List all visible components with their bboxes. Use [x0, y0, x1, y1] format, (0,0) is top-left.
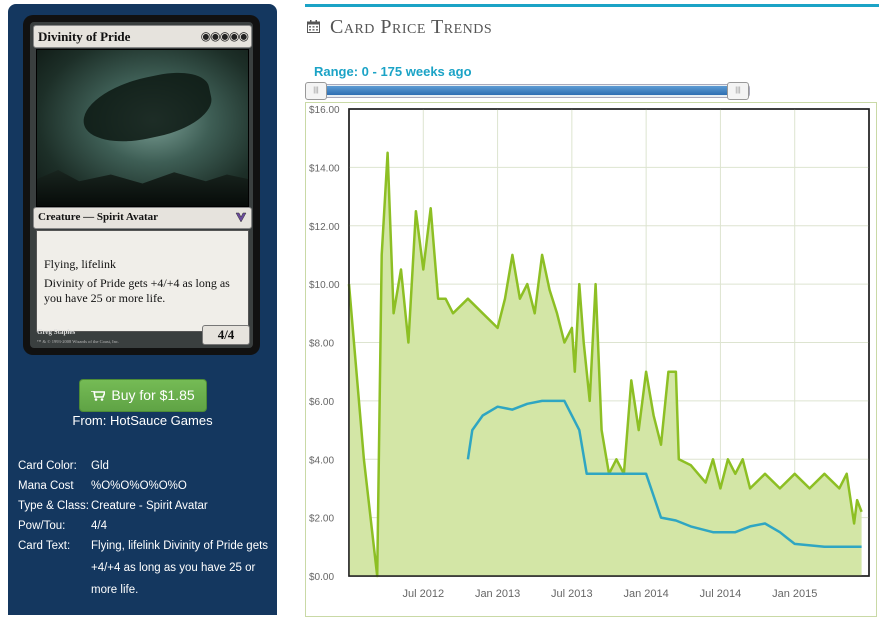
range-slider[interactable]: ||| ||| — [305, 82, 750, 100]
card-artist: Greg Staples — [37, 328, 76, 336]
card-image[interactable]: Divinity of Pride ◉◉◉◉◉ Creature — Spiri… — [23, 15, 260, 355]
card-panel: Divinity of Pride ◉◉◉◉◉ Creature — Spiri… — [8, 4, 277, 615]
card-art — [36, 49, 249, 207]
card-text-box: Flying, lifelink Divinity of Pride gets … — [36, 230, 249, 332]
tree-silhouette — [37, 170, 248, 206]
slider-handle-left[interactable]: ||| — [305, 82, 327, 100]
series-line-0 — [347, 151, 863, 578]
card-text-keywords: Flying, lifelink — [44, 257, 116, 271]
detail-value: Creature - Spirit Avatar — [91, 500, 208, 512]
detail-key: Card Color: — [18, 460, 77, 472]
y-tick-label: $14.00 — [309, 163, 340, 174]
y-tick-label: $10.00 — [309, 280, 340, 291]
y-tick-label: $2.00 — [309, 514, 334, 525]
x-tick-label: Jul 2013 — [551, 588, 593, 600]
card-name-bar: Divinity of Pride ◉◉◉◉◉ — [33, 25, 252, 48]
x-tick-label: Jan 2014 — [624, 588, 669, 600]
calendar-icon — [307, 20, 320, 33]
detail-key: Mana Cost — [18, 480, 74, 492]
detail-key: Pow/Tou: — [18, 520, 66, 532]
cart-icon — [91, 391, 106, 401]
mana-symbols-icon: ◉◉◉◉◉ — [200, 29, 249, 43]
slider-range-fill — [314, 86, 735, 95]
y-tick-label: $16.00 — [309, 105, 340, 116]
range-label: Range: 0 - 175 weeks ago — [314, 64, 472, 79]
x-tick-label: Jul 2012 — [402, 588, 444, 600]
set-symbol-icon — [235, 212, 247, 223]
plot-frame — [348, 108, 870, 577]
x-tick-label: Jul 2014 — [700, 588, 742, 600]
card-power-toughness: 4/4 — [202, 325, 250, 345]
card-name: Divinity of Pride — [38, 29, 131, 44]
card-text-ability: Divinity of Pride gets +4/+4 as long as … — [44, 276, 230, 305]
series-line-1 — [466, 399, 862, 549]
y-tick-label: $12.00 — [309, 222, 340, 233]
bird-silhouette — [77, 65, 217, 151]
card-type-bar: Creature — Spirit Avatar — [33, 207, 252, 229]
price-chart-svg: $0.00 $2.00 $4.00 $6.00 $8.00 $10.00 $12.00 $14… — [309, 105, 870, 600]
panel-title: Card Price Trends — [330, 16, 493, 38]
detail-key: Card Text: — [18, 540, 71, 552]
detail-value: 4/4 — [91, 520, 107, 532]
accent-rule — [305, 4, 879, 7]
buy-button[interactable]: Buy for $1.85 — [79, 379, 207, 412]
y-tick-label: $6.00 — [309, 397, 334, 408]
seller-label: From: HotSauce Games — [72, 413, 213, 428]
y-tick-label: $8.00 — [309, 339, 334, 350]
detail-key: Type & Class: — [18, 500, 89, 512]
x-tick-label: Jan 2013 — [475, 588, 520, 600]
price-trends-panel: Card Price Trends Range: 0 - 175 weeks a… — [305, 4, 879, 617]
detail-value: Flying, lifelink Divinity of Pride gets … — [91, 540, 269, 596]
slider-handle-right[interactable]: ||| — [727, 82, 749, 100]
detail-value: Gld — [91, 460, 109, 472]
detail-value: %O%O%O%O%O — [91, 480, 187, 492]
x-tick-label: Jan 2015 — [772, 588, 817, 600]
buy-button-label: Buy for $1.85 — [111, 387, 195, 403]
card-type-line: Creature — Spirit Avatar — [38, 211, 159, 223]
price-chart: $0.00 $2.00 $4.00 $6.00 $8.00 $10.00 $12.00 $14… — [305, 102, 877, 617]
y-tick-label: $4.00 — [309, 455, 334, 466]
y-tick-label: $0.00 — [309, 572, 334, 583]
card-copyright: ™ & © 1993-2008 Wizards of the Coast, In… — [37, 339, 120, 344]
